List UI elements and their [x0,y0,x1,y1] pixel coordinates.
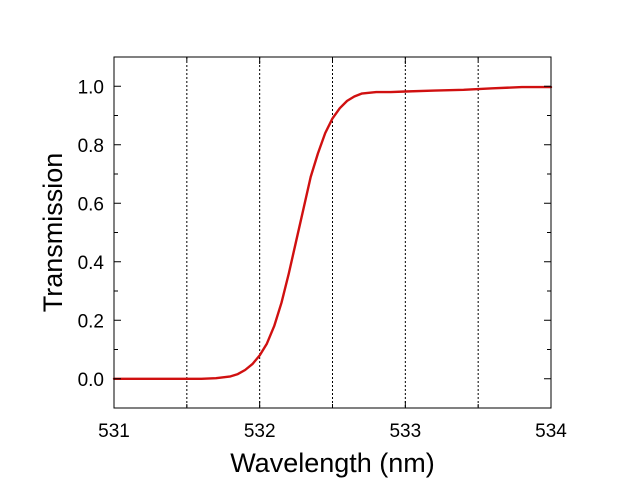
x-tick-label: 533 [389,421,421,442]
y-tick-label: 0.4 [78,253,105,274]
x-tick-label: 534 [535,421,567,442]
x-tick-label: 532 [244,421,276,442]
tick-labels-group: 531 532 533 534 0.0 0.2 0.4 0.6 0.8 1.0 [78,77,568,442]
series-line [112,85,553,380]
series-group [112,85,553,380]
x-axis-title: Wavelength (nm) [230,448,435,478]
y-axis-title: Transmission [38,153,68,313]
y-tick-label: 0.6 [78,194,104,215]
ticks-group [113,56,552,409]
y-tick-label: 0.8 [78,136,104,157]
x-tick-label: 531 [98,421,130,442]
y-tick-label: 1.0 [78,77,104,98]
y-tick-label: 0.0 [78,370,104,391]
y-tick-label: 0.2 [78,311,104,332]
vertical-dotted-lines [186,57,479,408]
